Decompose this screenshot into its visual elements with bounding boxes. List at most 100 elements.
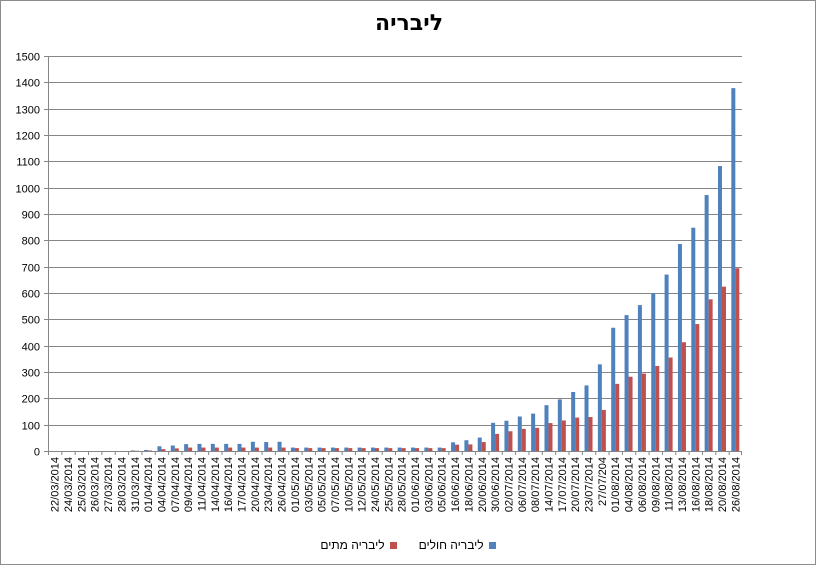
bar-cases bbox=[557, 399, 562, 451]
x-tick-label: 08/07/2014 bbox=[530, 457, 542, 512]
bar-cases bbox=[224, 443, 229, 451]
x-tick-label: 12/05/2014 bbox=[357, 457, 369, 512]
x-tick-label: 17/07/2014 bbox=[557, 457, 569, 512]
bar-deaths bbox=[428, 448, 433, 451]
y-tick-label: 800 bbox=[22, 236, 40, 248]
bar-deaths bbox=[441, 448, 446, 451]
bar-deaths bbox=[334, 448, 339, 451]
bar-deaths bbox=[708, 299, 713, 451]
bar-deaths bbox=[628, 376, 633, 451]
bar-deaths bbox=[561, 420, 566, 451]
bar-cases bbox=[370, 447, 375, 451]
x-tick-label: 03/06/2014 bbox=[423, 457, 435, 512]
bar-cases bbox=[330, 447, 335, 451]
x-tick-label: 13/08/2014 bbox=[677, 457, 689, 512]
y-tick-label: 1500 bbox=[16, 52, 40, 64]
x-tick-label: 02/07/2014 bbox=[503, 457, 515, 512]
bar-deaths bbox=[668, 357, 673, 451]
x-tick-label: 03/05/2014 bbox=[303, 457, 315, 512]
y-tick-label: 400 bbox=[22, 342, 40, 354]
x-tick-label: 23/04/2014 bbox=[263, 457, 275, 512]
y-tick-label: 500 bbox=[22, 315, 40, 327]
bar-cases bbox=[584, 385, 589, 451]
bar-cases bbox=[544, 405, 549, 451]
x-tick-label: 16/04/2014 bbox=[223, 457, 235, 512]
bar-cases bbox=[704, 195, 709, 451]
x-tick-label: 09/08/2014 bbox=[650, 457, 662, 512]
bar-deaths bbox=[361, 448, 366, 451]
bar-deaths bbox=[495, 433, 500, 451]
bar-deaths bbox=[655, 365, 660, 451]
x-tick-label: 20/07/2014 bbox=[570, 457, 582, 512]
x-tick-label: 04/04/2014 bbox=[156, 457, 168, 512]
x-tick-label: 05/05/2014 bbox=[317, 457, 329, 512]
bar-cases bbox=[130, 450, 135, 451]
x-tick-label: 01/08/2014 bbox=[610, 457, 622, 512]
bar-cases bbox=[290, 447, 295, 451]
bar-deaths bbox=[174, 448, 179, 451]
bar-deaths bbox=[374, 448, 379, 451]
bar-deaths bbox=[201, 447, 206, 451]
x-tick-label: 16/08/2014 bbox=[690, 457, 702, 512]
x-tick-label: 26/08/2014 bbox=[730, 457, 742, 512]
bar-deaths bbox=[641, 373, 646, 451]
bar-deaths bbox=[401, 448, 406, 451]
bar-deaths bbox=[481, 442, 486, 451]
x-tick-label: 20/06/2014 bbox=[477, 457, 489, 512]
y-tick-label: 1000 bbox=[16, 184, 40, 196]
x-tick-label: 14/04/2014 bbox=[210, 457, 222, 512]
y-tick-label: 1100 bbox=[16, 157, 40, 169]
bar-deaths bbox=[455, 444, 460, 451]
x-tick-label: 28/03/2014 bbox=[116, 457, 128, 512]
x-tick-label: 31/03/2014 bbox=[130, 457, 142, 512]
x-tick-label: 09/04/2014 bbox=[183, 457, 195, 512]
x-tick-label: 27/07/204 bbox=[597, 457, 609, 506]
x-tick-label: 25/05/2014 bbox=[383, 457, 395, 512]
bar-cases bbox=[477, 437, 482, 451]
bar-cases bbox=[144, 449, 149, 451]
bar-deaths bbox=[281, 447, 286, 451]
legend-label-cases: ליבריה חולים bbox=[418, 538, 484, 552]
legend-label-deaths: ליבריה מתים bbox=[320, 538, 385, 552]
bar-cases bbox=[424, 447, 429, 451]
bar-deaths bbox=[521, 428, 526, 451]
bar-cases bbox=[517, 416, 522, 451]
chart-legend: ליבריה מתים ליבריה חולים bbox=[0, 538, 816, 552]
bar-cases bbox=[357, 447, 362, 451]
x-tick-label: 17/04/2014 bbox=[237, 457, 249, 512]
y-tick-label: 1200 bbox=[16, 131, 40, 143]
x-tick-label: 07/04/2014 bbox=[170, 457, 182, 512]
bar-cases bbox=[717, 166, 722, 451]
bar-deaths bbox=[468, 444, 473, 451]
x-tick-label: 01/05/2014 bbox=[290, 457, 302, 512]
bar-cases bbox=[731, 88, 736, 452]
bar-deaths bbox=[681, 342, 686, 451]
bar-deaths bbox=[575, 417, 580, 451]
x-tick-label: 05/06/2014 bbox=[437, 457, 449, 512]
x-tick-label: 01/06/2014 bbox=[410, 457, 422, 512]
bar-cases bbox=[304, 447, 309, 451]
bar-cases bbox=[531, 413, 536, 451]
bar-deaths bbox=[695, 324, 700, 451]
bar-deaths bbox=[214, 447, 219, 451]
y-tick-label: 100 bbox=[22, 421, 40, 433]
bar-deaths bbox=[615, 383, 620, 451]
bar-deaths bbox=[415, 448, 420, 451]
bar-cases bbox=[624, 315, 629, 451]
x-tick-label: 20/08/2014 bbox=[717, 457, 729, 512]
bar-deaths bbox=[188, 447, 193, 451]
legend-item-cases: ליבריה חולים bbox=[419, 538, 496, 552]
bar-cases bbox=[611, 327, 616, 451]
legend-item-deaths: ליבריה מתים bbox=[320, 538, 397, 552]
bar-cases bbox=[210, 443, 215, 451]
x-tick-label: 26/03/2014 bbox=[90, 457, 102, 512]
y-tick-label: 900 bbox=[22, 210, 40, 222]
bar-cases bbox=[677, 244, 682, 451]
y-tick-label: 300 bbox=[22, 368, 40, 380]
bar-cases bbox=[397, 447, 402, 451]
bar-deaths bbox=[535, 427, 540, 451]
y-tick-label: 600 bbox=[22, 289, 40, 301]
bar-cases bbox=[664, 274, 669, 451]
x-tick-label: 16/06/2014 bbox=[450, 457, 462, 512]
